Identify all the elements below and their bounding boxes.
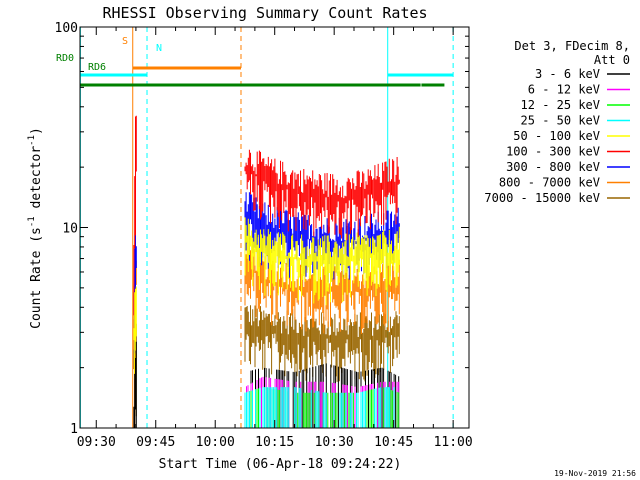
series-25-50kev bbox=[244, 387, 395, 428]
flag-label-rd0: RD0 bbox=[56, 53, 74, 64]
legend-label: 50 - 100 keV bbox=[513, 129, 600, 143]
x-tick-label: 10:15 bbox=[255, 435, 294, 450]
legend-label: 100 - 300 keV bbox=[506, 145, 600, 159]
x-tick-label: 10:00 bbox=[196, 435, 235, 450]
legend-header-line1: Det 3, FDecim 8, bbox=[514, 39, 630, 53]
y-tick-label: 10 bbox=[62, 222, 78, 237]
legend-label: 25 - 50 keV bbox=[521, 114, 600, 128]
series-800-7000kev bbox=[133, 241, 400, 401]
x-tick-label: 09:30 bbox=[77, 435, 116, 450]
y-tick-label: 1 bbox=[70, 422, 78, 437]
legend-label: 7000 - 15000 keV bbox=[484, 191, 600, 205]
series-50-100kev bbox=[133, 217, 400, 379]
y-tick-label: 100 bbox=[55, 21, 78, 36]
legend-header-line2: Att 0 bbox=[594, 53, 630, 67]
axis-ticks: 09:30 09:45 10:00 10:15 10:30 10:45 11:00 1 10 10… bbox=[55, 21, 473, 450]
x-tick-label: 10:30 bbox=[315, 435, 354, 450]
flag-label-s: S bbox=[122, 36, 128, 47]
legend-label: 300 - 800 keV bbox=[506, 160, 600, 174]
x-axis-label: Start Time (06-Apr-18 09:24:22) bbox=[159, 457, 402, 472]
plot-area: S N RD0 RD6 bbox=[56, 27, 454, 428]
legend-label: 800 - 7000 keV bbox=[499, 176, 600, 190]
legend-label: 6 - 12 keV bbox=[528, 83, 600, 97]
series-100-300kev bbox=[133, 115, 400, 316]
series-path bbox=[133, 217, 400, 379]
legend: Det 3, FDecim 8, Att 0 3 - 6 keV 6 - 12 k… bbox=[484, 39, 630, 205]
x-tick-label: 10:45 bbox=[374, 435, 413, 450]
chart-title: RHESSI Observing Summary Count Rates bbox=[102, 4, 427, 22]
flag-label-rd6: RD6 bbox=[88, 62, 106, 73]
flag-label-n: N bbox=[156, 43, 162, 54]
series-path bbox=[244, 387, 395, 428]
series-path bbox=[133, 241, 400, 401]
legend-label: 12 - 25 keV bbox=[521, 98, 600, 112]
x-tick-label: 11:00 bbox=[434, 435, 473, 450]
y-axis-label: Count Rate (s-1 detector-1) bbox=[27, 127, 44, 329]
legend-label: 3 - 6 keV bbox=[535, 67, 600, 81]
series-path bbox=[133, 115, 400, 316]
footer-timestamp: 19-Nov-2019 21:56 bbox=[554, 469, 636, 478]
x-tick-label: 09:45 bbox=[136, 435, 175, 450]
